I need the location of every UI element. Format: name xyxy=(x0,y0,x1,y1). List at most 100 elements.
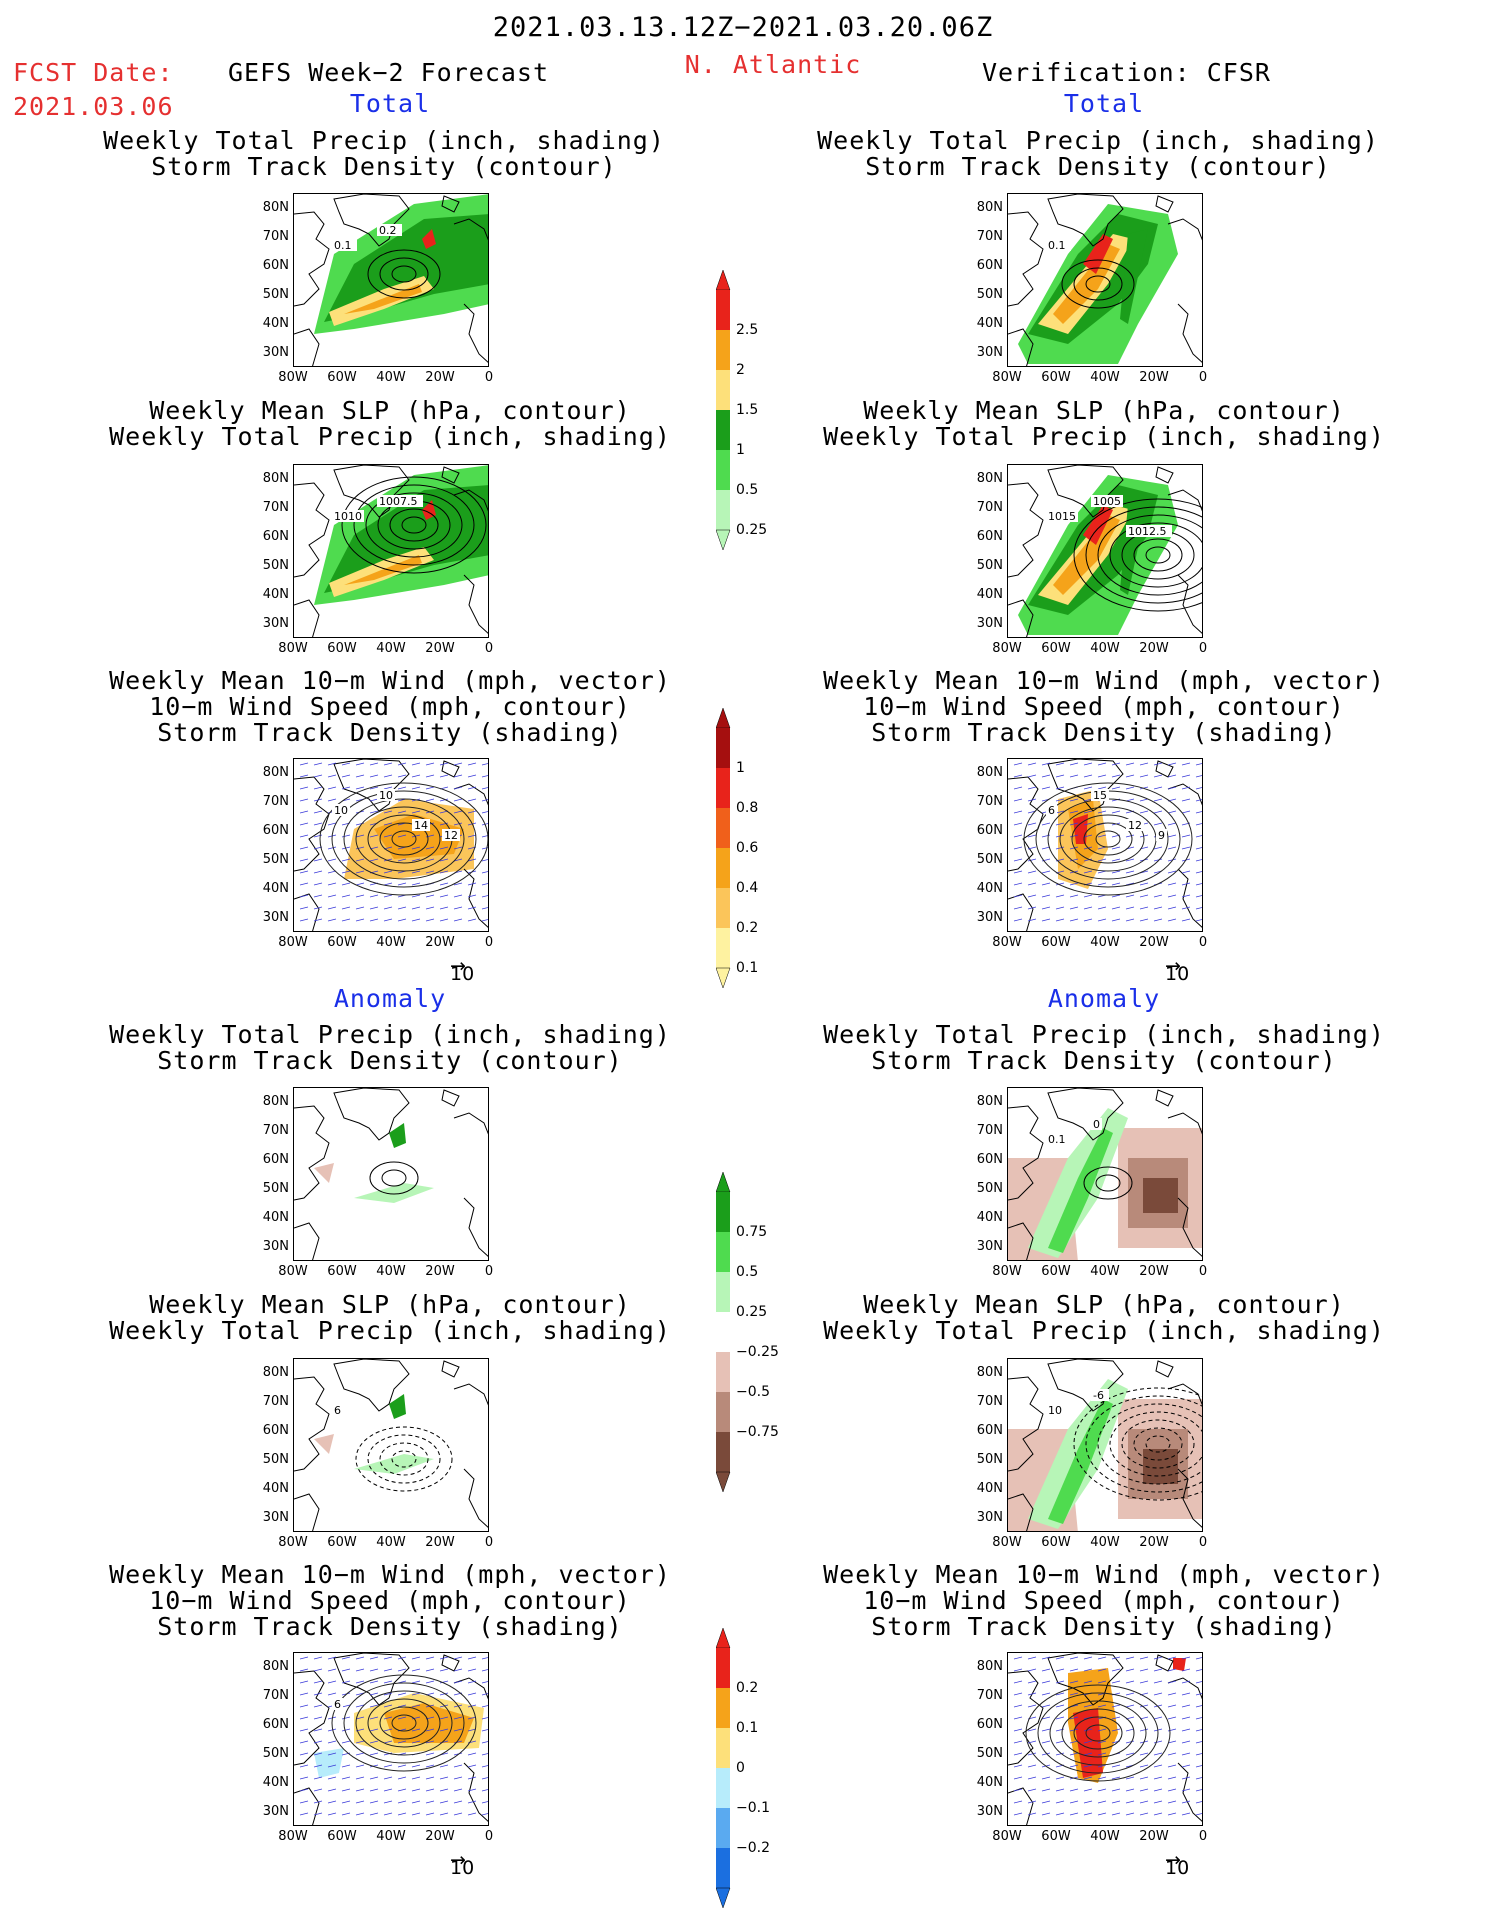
wind-vector xyxy=(481,835,488,838)
wind-vector xyxy=(1055,1788,1065,1792)
wind-vector xyxy=(1195,1693,1202,1696)
wind-vector xyxy=(1041,1716,1051,1720)
wind-vector xyxy=(369,774,379,778)
contour-line xyxy=(353,484,475,566)
wind-vector xyxy=(341,918,351,922)
wind-vector xyxy=(1027,846,1037,850)
wind-vector xyxy=(369,1788,379,1792)
wind-vector xyxy=(1013,1812,1023,1816)
lon-tick-label: 20W xyxy=(425,935,455,950)
wind-vector xyxy=(299,1812,309,1816)
coastline xyxy=(294,893,320,931)
wind-vector xyxy=(1097,1656,1107,1660)
wind-vector xyxy=(313,822,323,826)
lon-tick-label: 40W xyxy=(376,1535,406,1550)
wind-vector xyxy=(327,906,337,910)
wind-vector xyxy=(411,810,421,814)
lat-tick-label: 60N xyxy=(262,1152,289,1167)
coastline xyxy=(294,1493,320,1531)
wind-vector xyxy=(1167,870,1177,874)
contour-label: 10 xyxy=(377,789,395,802)
wind-vector xyxy=(299,1788,309,1792)
wind-vector xyxy=(1181,1812,1191,1816)
wind-vector xyxy=(1097,918,1107,922)
wind-vector xyxy=(341,906,351,910)
wind-vector xyxy=(1083,798,1093,802)
wind-vector xyxy=(1167,1680,1177,1684)
wind-vector xyxy=(313,786,323,790)
wind-vector xyxy=(397,906,407,910)
wind-vector xyxy=(299,870,309,874)
wind-vector xyxy=(313,1656,323,1660)
wind-vector xyxy=(299,918,309,922)
wind-vector xyxy=(467,798,477,802)
wind-vector xyxy=(341,1776,351,1780)
wind-vector xyxy=(453,1668,463,1672)
wind-vector xyxy=(355,1704,365,1708)
wind-vector xyxy=(1181,918,1191,922)
coastline xyxy=(1008,1222,1034,1260)
wind-vector xyxy=(1167,1692,1177,1696)
wind-vector xyxy=(313,1704,323,1708)
wind-vector xyxy=(1111,858,1121,862)
wind-vector xyxy=(1167,882,1177,886)
lat-tick-label: 80N xyxy=(262,200,289,215)
wind-vector xyxy=(425,858,435,862)
lat-tick-label: 50N xyxy=(262,852,289,867)
wind-vector xyxy=(1097,1668,1107,1672)
wind-vector xyxy=(481,763,488,766)
wind-vector xyxy=(1153,1680,1163,1684)
wind-vector xyxy=(1041,894,1051,898)
wind-vector xyxy=(299,894,309,898)
wind-vector xyxy=(1167,1776,1177,1780)
wind-vector xyxy=(299,1740,309,1744)
lon-tick-label: 40W xyxy=(376,1264,406,1279)
wind-vector xyxy=(397,858,407,862)
wind-vector xyxy=(369,906,379,910)
wind-vector xyxy=(341,1716,351,1720)
wind-vector xyxy=(1167,1716,1177,1720)
lat-tick-label: 80N xyxy=(262,1365,289,1380)
lon-tick-label: 20W xyxy=(1139,1829,1169,1844)
wind-vector xyxy=(299,882,309,886)
wind-vector xyxy=(481,871,488,874)
wind-vector xyxy=(1167,822,1177,826)
coastline xyxy=(453,1677,488,1700)
wind-vector xyxy=(369,1668,379,1672)
colorbar-swatch xyxy=(716,1432,730,1472)
wind-vector xyxy=(1069,834,1079,838)
coastline xyxy=(463,574,488,634)
wind-vector xyxy=(299,1668,309,1672)
wind-vector xyxy=(1167,1812,1177,1816)
coastline xyxy=(453,218,488,241)
coastline xyxy=(453,783,488,806)
wind-vector xyxy=(1055,1656,1065,1660)
vector-ref-l6: → 10 xyxy=(450,1849,475,1879)
wind-vector xyxy=(411,1812,421,1816)
lon-tick-label: 20W xyxy=(1139,1264,1169,1279)
colorbar-swatch xyxy=(716,1728,730,1768)
colorbar-label: 0.25 xyxy=(736,522,768,538)
lat-tick-label: 80N xyxy=(976,765,1003,780)
lat-tick-label: 80N xyxy=(262,471,289,486)
wind-vector xyxy=(341,1656,351,1660)
wind-vector xyxy=(1041,774,1051,778)
lon-tick-label: 40W xyxy=(1090,1264,1120,1279)
wind-vector xyxy=(327,1692,337,1696)
wind-vector xyxy=(299,1704,309,1708)
wind-vector xyxy=(425,1800,435,1804)
wind-vector xyxy=(355,918,365,922)
svg-text:1010: 1010 xyxy=(334,510,362,523)
coastline xyxy=(1047,1088,1124,1141)
wind-vector xyxy=(313,762,323,766)
wind-vector xyxy=(1013,906,1023,910)
wind-vector xyxy=(327,1764,337,1768)
svg-text:15: 15 xyxy=(1093,789,1107,802)
lat-tick-label: 30N xyxy=(262,910,289,925)
wind-vector xyxy=(453,894,463,898)
wind-vector xyxy=(411,918,421,922)
wind-vector xyxy=(453,798,463,802)
wind-vector xyxy=(1027,1800,1037,1804)
wind-vector xyxy=(1195,1717,1202,1720)
colorbar-swatch xyxy=(716,1312,730,1352)
